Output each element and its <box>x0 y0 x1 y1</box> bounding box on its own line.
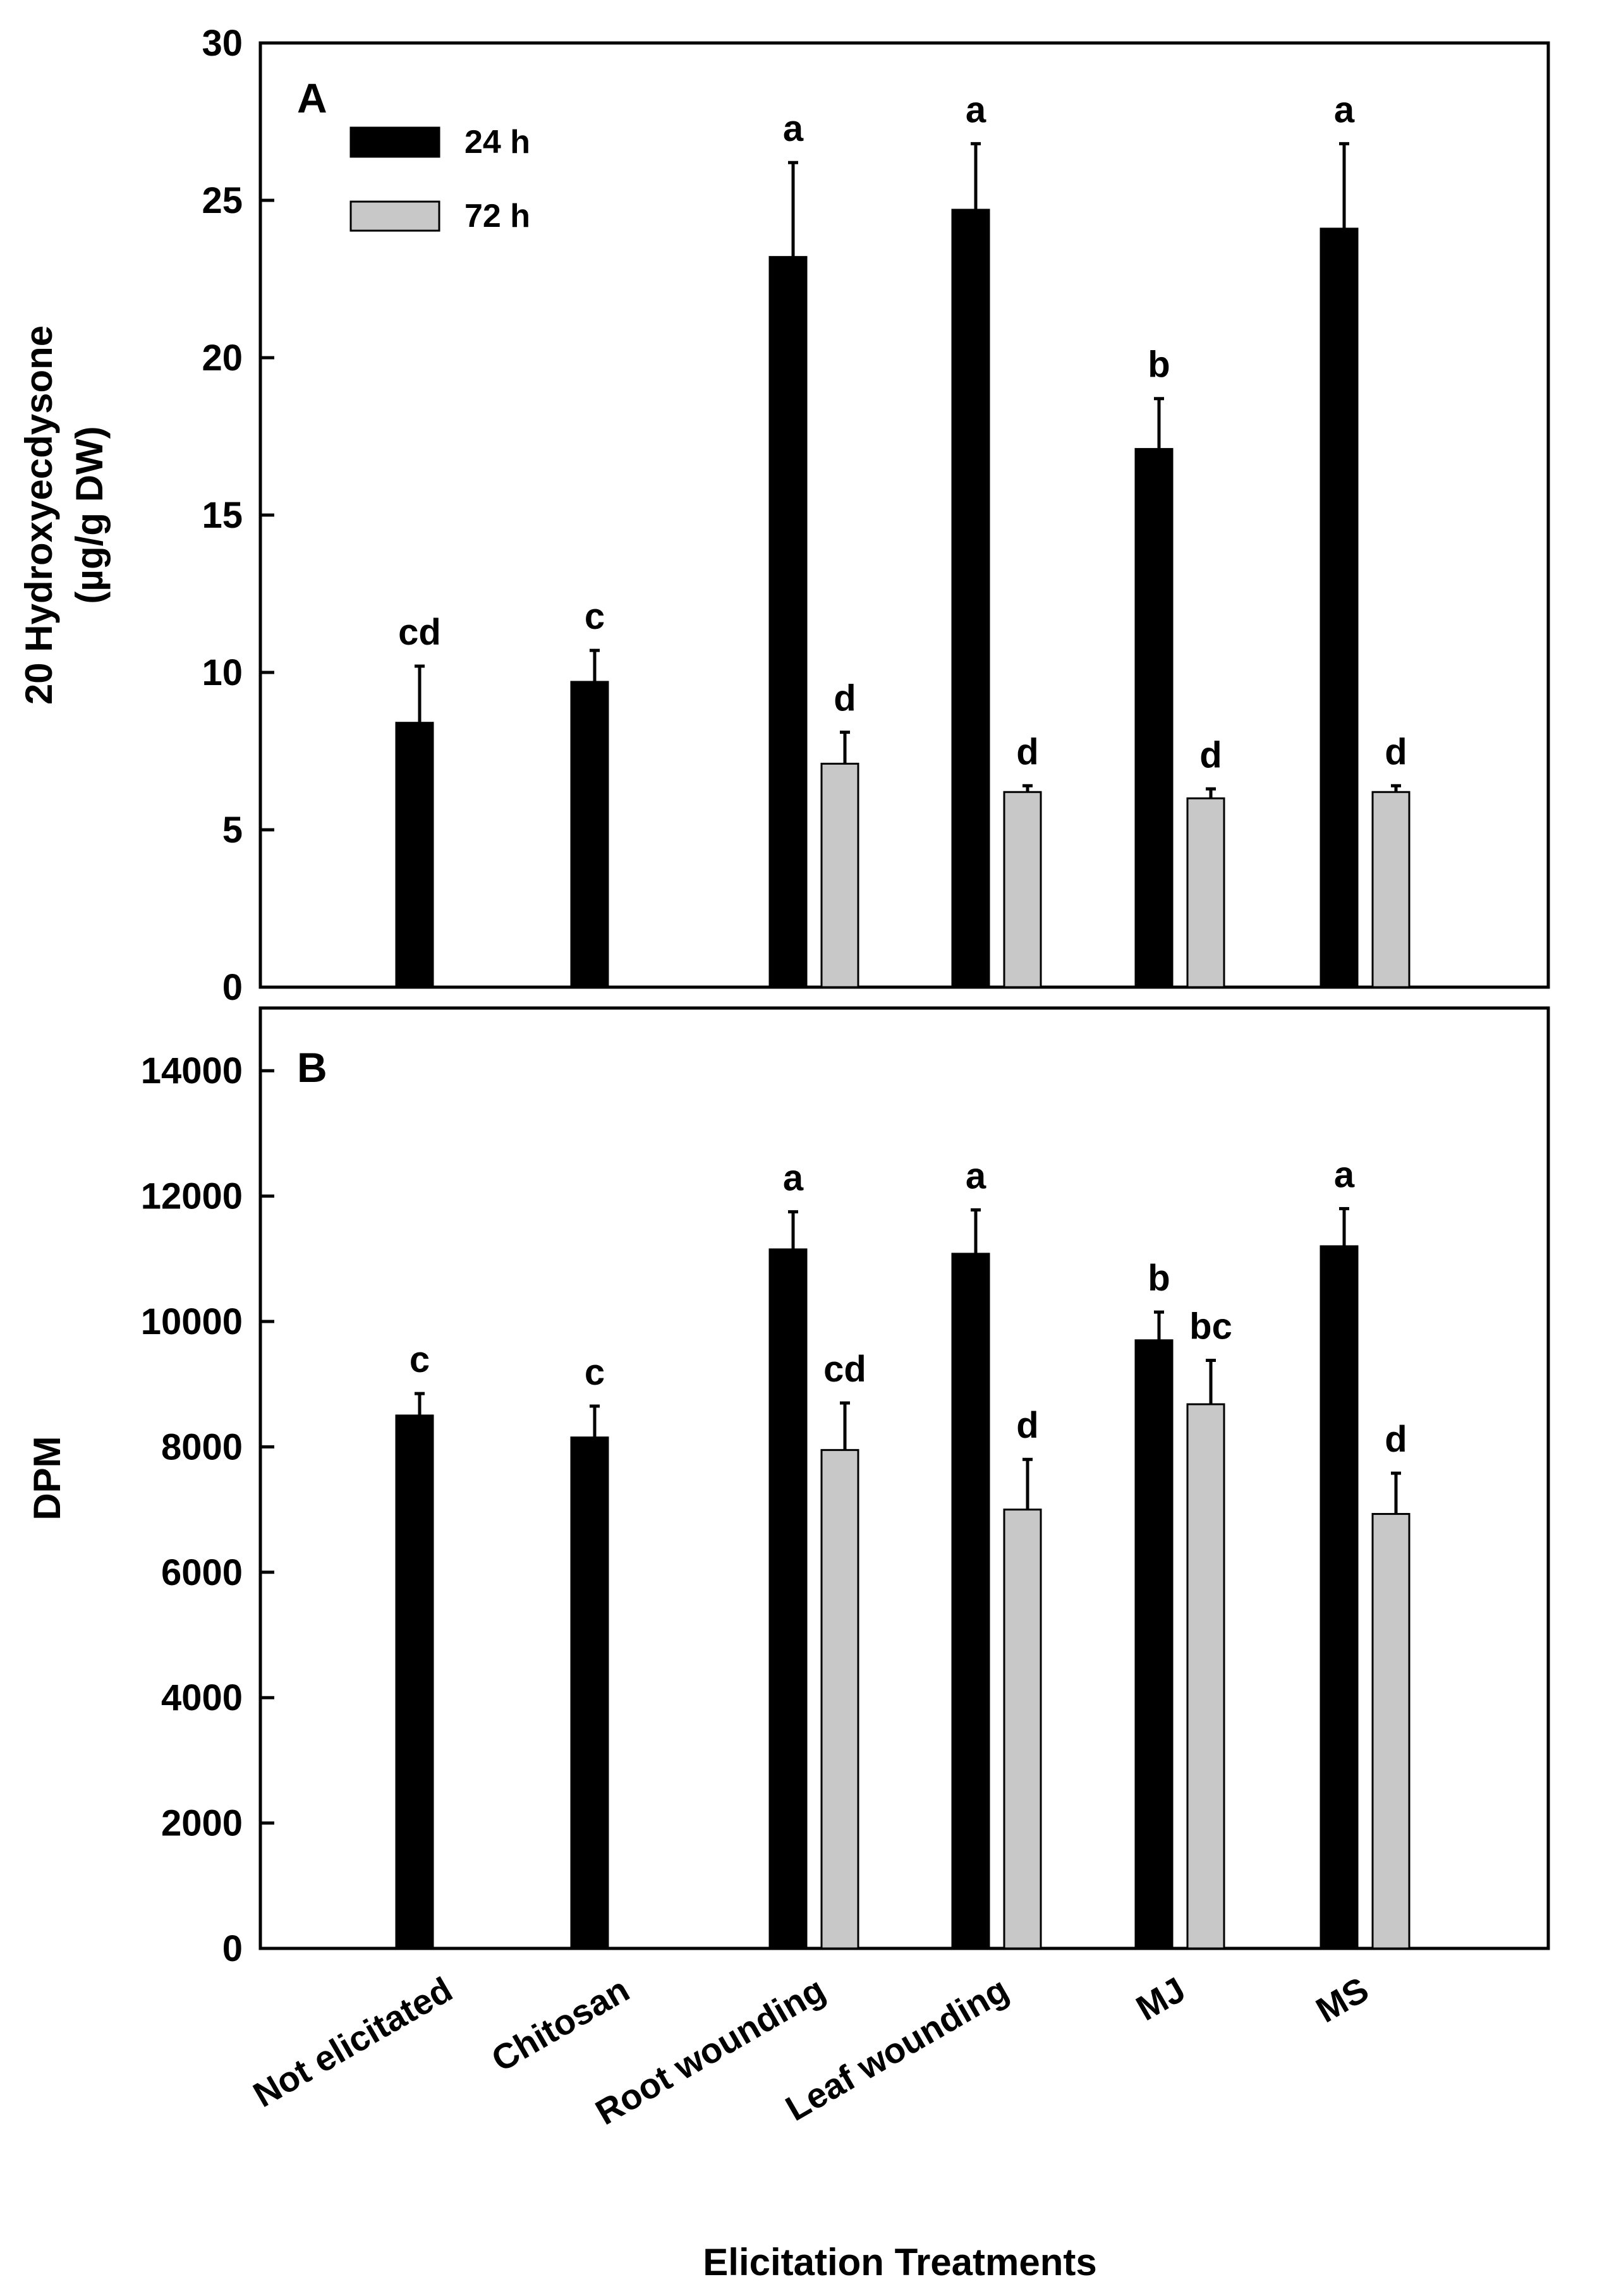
x-axis-title: Elicitation Treatments <box>703 2241 1097 2283</box>
bar <box>951 1253 990 1950</box>
significance-label: d <box>834 678 856 719</box>
legend-label: 72 h <box>464 198 530 234</box>
significance-label: bc <box>1189 1306 1232 1347</box>
category-label: Not elicitated <box>246 1969 459 2115</box>
y-tick-label: 5 <box>222 810 243 851</box>
bar <box>820 762 859 988</box>
bar <box>570 1437 609 1950</box>
legend-swatch <box>349 200 440 232</box>
y-tick-label: 30 <box>202 23 243 64</box>
y-tick-label: 15 <box>202 495 243 536</box>
significance-label: d <box>1016 1405 1038 1446</box>
panel-a: 0 5 10 15 20 25 30 20 Hydroxyecdysone (µg/g DW) A… <box>18 23 1550 1008</box>
y-axis-title: (µg/g DW) <box>68 426 111 604</box>
y-tick-label: 12000 <box>141 1176 243 1217</box>
bar <box>1134 1339 1174 1950</box>
bar <box>570 681 609 988</box>
y-tick-label: 6000 <box>161 1552 243 1593</box>
bar <box>1320 228 1359 988</box>
panel-label: A <box>297 75 327 121</box>
category-label: MJ <box>1129 1969 1192 2028</box>
significance-label: a <box>1334 1154 1355 1195</box>
significance-label: b <box>1148 1258 1170 1299</box>
y-tick-label: 8000 <box>161 1426 243 1467</box>
panel-label: B <box>297 1044 327 1091</box>
bar <box>1003 791 1042 988</box>
bar <box>820 1449 859 1950</box>
bar <box>1371 1513 1411 1950</box>
y-tick-label: 10000 <box>141 1301 243 1342</box>
bar <box>1134 447 1174 988</box>
legend-label: 24 h <box>464 124 530 161</box>
significance-label: cd <box>823 1349 866 1390</box>
category-label: Chitosan <box>485 1969 636 2079</box>
significance-label: d <box>1385 731 1407 772</box>
y-tick-label: 10 <box>202 652 243 693</box>
y-tick-label: 20 <box>202 337 243 379</box>
significance-label: cd <box>398 612 441 653</box>
significance-label: c <box>585 1352 605 1393</box>
y-tick-label: 14000 <box>141 1050 243 1091</box>
significance-label: d <box>1385 1419 1407 1460</box>
bar <box>1186 797 1225 988</box>
category-label: MS <box>1309 1969 1375 2031</box>
bar <box>1003 1509 1042 1950</box>
bar <box>768 256 808 988</box>
legend-swatch <box>349 126 440 158</box>
y-tick-label: 0 <box>222 967 243 1008</box>
bar <box>1186 1403 1225 1950</box>
significance-label: d <box>1199 734 1222 775</box>
significance-label: d <box>1016 731 1038 772</box>
plot-frame <box>258 1006 1550 1950</box>
significance-label: c <box>410 1339 430 1380</box>
bar <box>951 209 990 988</box>
y-tick-label: 2000 <box>161 1803 243 1844</box>
legend: 24 h 72 h <box>349 124 530 234</box>
significance-label: c <box>585 596 605 637</box>
bar <box>1320 1245 1359 1950</box>
significance-label: a <box>966 89 986 130</box>
bar <box>1371 791 1411 988</box>
y-axis-title: 20 Hydroxyecdysone <box>18 325 60 705</box>
significance-label: a <box>783 1157 804 1198</box>
bar <box>395 722 434 988</box>
y-axis-title: DPM <box>26 1436 68 1520</box>
y-tick-label: 4000 <box>161 1677 243 1718</box>
y-tick-label: 25 <box>202 180 243 221</box>
panel-b: 0 2000 4000 6000 8000 10000 12000 14000 DPM Bc c a a… <box>26 1006 1550 1969</box>
significance-label: a <box>966 1155 986 1196</box>
significance-label: a <box>783 108 804 149</box>
bar <box>768 1248 808 1950</box>
significance-label: b <box>1148 344 1170 386</box>
y-tick-label: 0 <box>222 1928 243 1969</box>
significance-label: a <box>1334 89 1355 130</box>
bar <box>395 1414 434 1950</box>
